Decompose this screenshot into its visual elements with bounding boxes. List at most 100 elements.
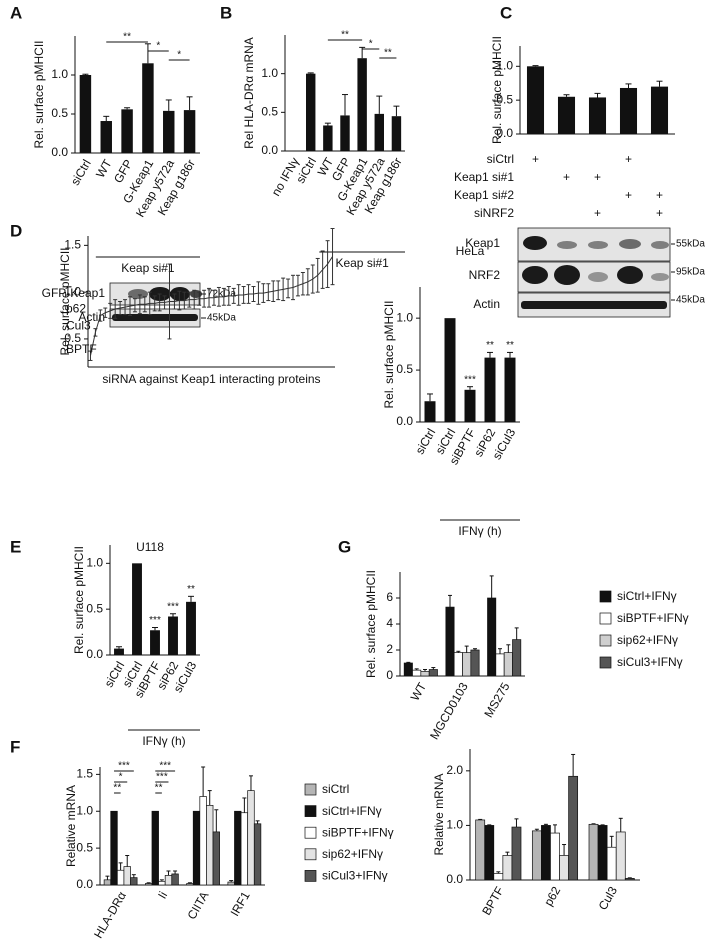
- y-axis-label: Rel. surface pMHCII: [364, 570, 378, 678]
- bar: [374, 113, 384, 151]
- band: [554, 265, 580, 285]
- blot-c: Keap1 NRF2 Actin 55kDa 95kDa 45kDa: [465, 227, 705, 318]
- bar: [227, 881, 235, 886]
- bar: [323, 125, 333, 151]
- y-tick-label: 0.5: [64, 331, 81, 345]
- x-tick-label: BPTF: [479, 884, 506, 918]
- significance: **: [123, 32, 131, 43]
- bar: [462, 652, 472, 677]
- bar: [606, 846, 617, 881]
- x-tick-label: IRF1: [228, 889, 253, 919]
- y-tick-label: 0.5: [261, 105, 278, 119]
- x-tick-label: HLA-DRα: [91, 889, 129, 941]
- panel-label: A: [10, 3, 22, 22]
- y-axis-label: Rel. surface pMHCII: [382, 300, 396, 408]
- y-axis-label: Rel. surface pMHCII: [58, 247, 72, 355]
- bar: [206, 804, 214, 886]
- bar: [151, 810, 159, 886]
- condition-label: Keap1 si#2: [454, 188, 514, 202]
- bar: [171, 873, 179, 886]
- bar: [464, 389, 476, 422]
- legend-label: sip62+IFNγ: [617, 633, 678, 647]
- bar: [526, 66, 545, 134]
- bar: [142, 63, 154, 153]
- y-tick-label: 0.0: [396, 414, 413, 428]
- band: [557, 241, 577, 249]
- chart-title: U118: [136, 540, 164, 554]
- blot-row-label: NRF2: [469, 268, 501, 282]
- significance: ***: [464, 374, 476, 385]
- band: [619, 239, 641, 249]
- y-tick-label: 0.5: [51, 106, 68, 120]
- condition-mark: +: [656, 188, 663, 202]
- significance: *: [177, 50, 181, 61]
- point-label: BPTF: [66, 342, 97, 356]
- blot-marker: 45kDa: [207, 313, 236, 324]
- bar: [444, 318, 456, 422]
- bar: [531, 830, 542, 881]
- bar: [132, 563, 142, 655]
- bar: [475, 819, 486, 881]
- bar: [247, 790, 255, 886]
- bar: [541, 825, 551, 881]
- blot-row-label: Keap1: [465, 236, 500, 250]
- condition-mark: +: [594, 206, 601, 220]
- legend-swatch: [599, 656, 612, 669]
- bar: [424, 401, 436, 422]
- legend-label: siBPTF+IFNγ: [617, 611, 689, 625]
- y-axis-label: Rel. surface pMHCII: [32, 40, 46, 148]
- legend-label: siCtrl+IFNγ: [322, 804, 382, 818]
- bar: [445, 606, 455, 677]
- significance: ***: [167, 601, 179, 612]
- y-tick-label: 0.5: [396, 362, 413, 376]
- legend-label: siCul3+IFNγ: [617, 655, 683, 669]
- bar: [212, 831, 220, 886]
- bar: [192, 810, 201, 886]
- legend-label: sip62+IFNγ: [322, 847, 383, 861]
- y-tick-label: 0: [386, 668, 393, 682]
- panel-label: E: [10, 537, 21, 556]
- condition-label: siNRF2: [474, 206, 514, 220]
- condition-mark: +: [625, 152, 632, 166]
- bar: [559, 855, 569, 881]
- y-tick-label: 1.5: [76, 767, 93, 781]
- y-tick-label: 1.0: [261, 66, 278, 80]
- chart-title: HeLa: [456, 244, 485, 258]
- bar: [121, 109, 133, 153]
- x-tick-label: siCtrl: [413, 426, 439, 457]
- bar: [130, 877, 138, 886]
- bar: [504, 357, 516, 422]
- y-axis-label: Relative mRNA: [64, 785, 78, 867]
- bar: [186, 883, 194, 886]
- y-tick-label: 6: [386, 590, 393, 604]
- y-tick-label: 0.0: [261, 143, 278, 157]
- significance: ***: [159, 761, 171, 772]
- bar: [240, 812, 249, 886]
- line: [89, 256, 333, 356]
- y-tick-label: 0.5: [76, 840, 93, 854]
- x-tick-label: siCtrl: [68, 157, 94, 188]
- bar: [615, 831, 626, 881]
- bar: [114, 648, 124, 655]
- panel-label: D: [10, 221, 22, 240]
- bar: [158, 880, 166, 886]
- group-label: IFNγ (h): [142, 734, 185, 748]
- blot-row-label: Actin: [473, 297, 500, 311]
- significance: **: [155, 783, 163, 794]
- band: [190, 290, 202, 298]
- bar: [502, 855, 513, 881]
- y-tick-label: 4: [386, 616, 393, 630]
- legend-swatch: [304, 870, 317, 882]
- x-tick-label: Ii: [155, 889, 170, 901]
- y-axis-label: Rel HLA-DRα mRNA: [242, 37, 256, 149]
- x-tick-label: MS275: [481, 680, 512, 720]
- bar: [357, 58, 367, 152]
- y-tick-label: 2: [386, 642, 393, 656]
- bar: [110, 810, 118, 886]
- blot-marker: 45kDa: [676, 295, 705, 306]
- bar: [103, 879, 112, 886]
- legend-label: siBPTF+IFNγ: [322, 825, 394, 839]
- bar: [484, 825, 495, 881]
- significance: ***: [149, 615, 161, 626]
